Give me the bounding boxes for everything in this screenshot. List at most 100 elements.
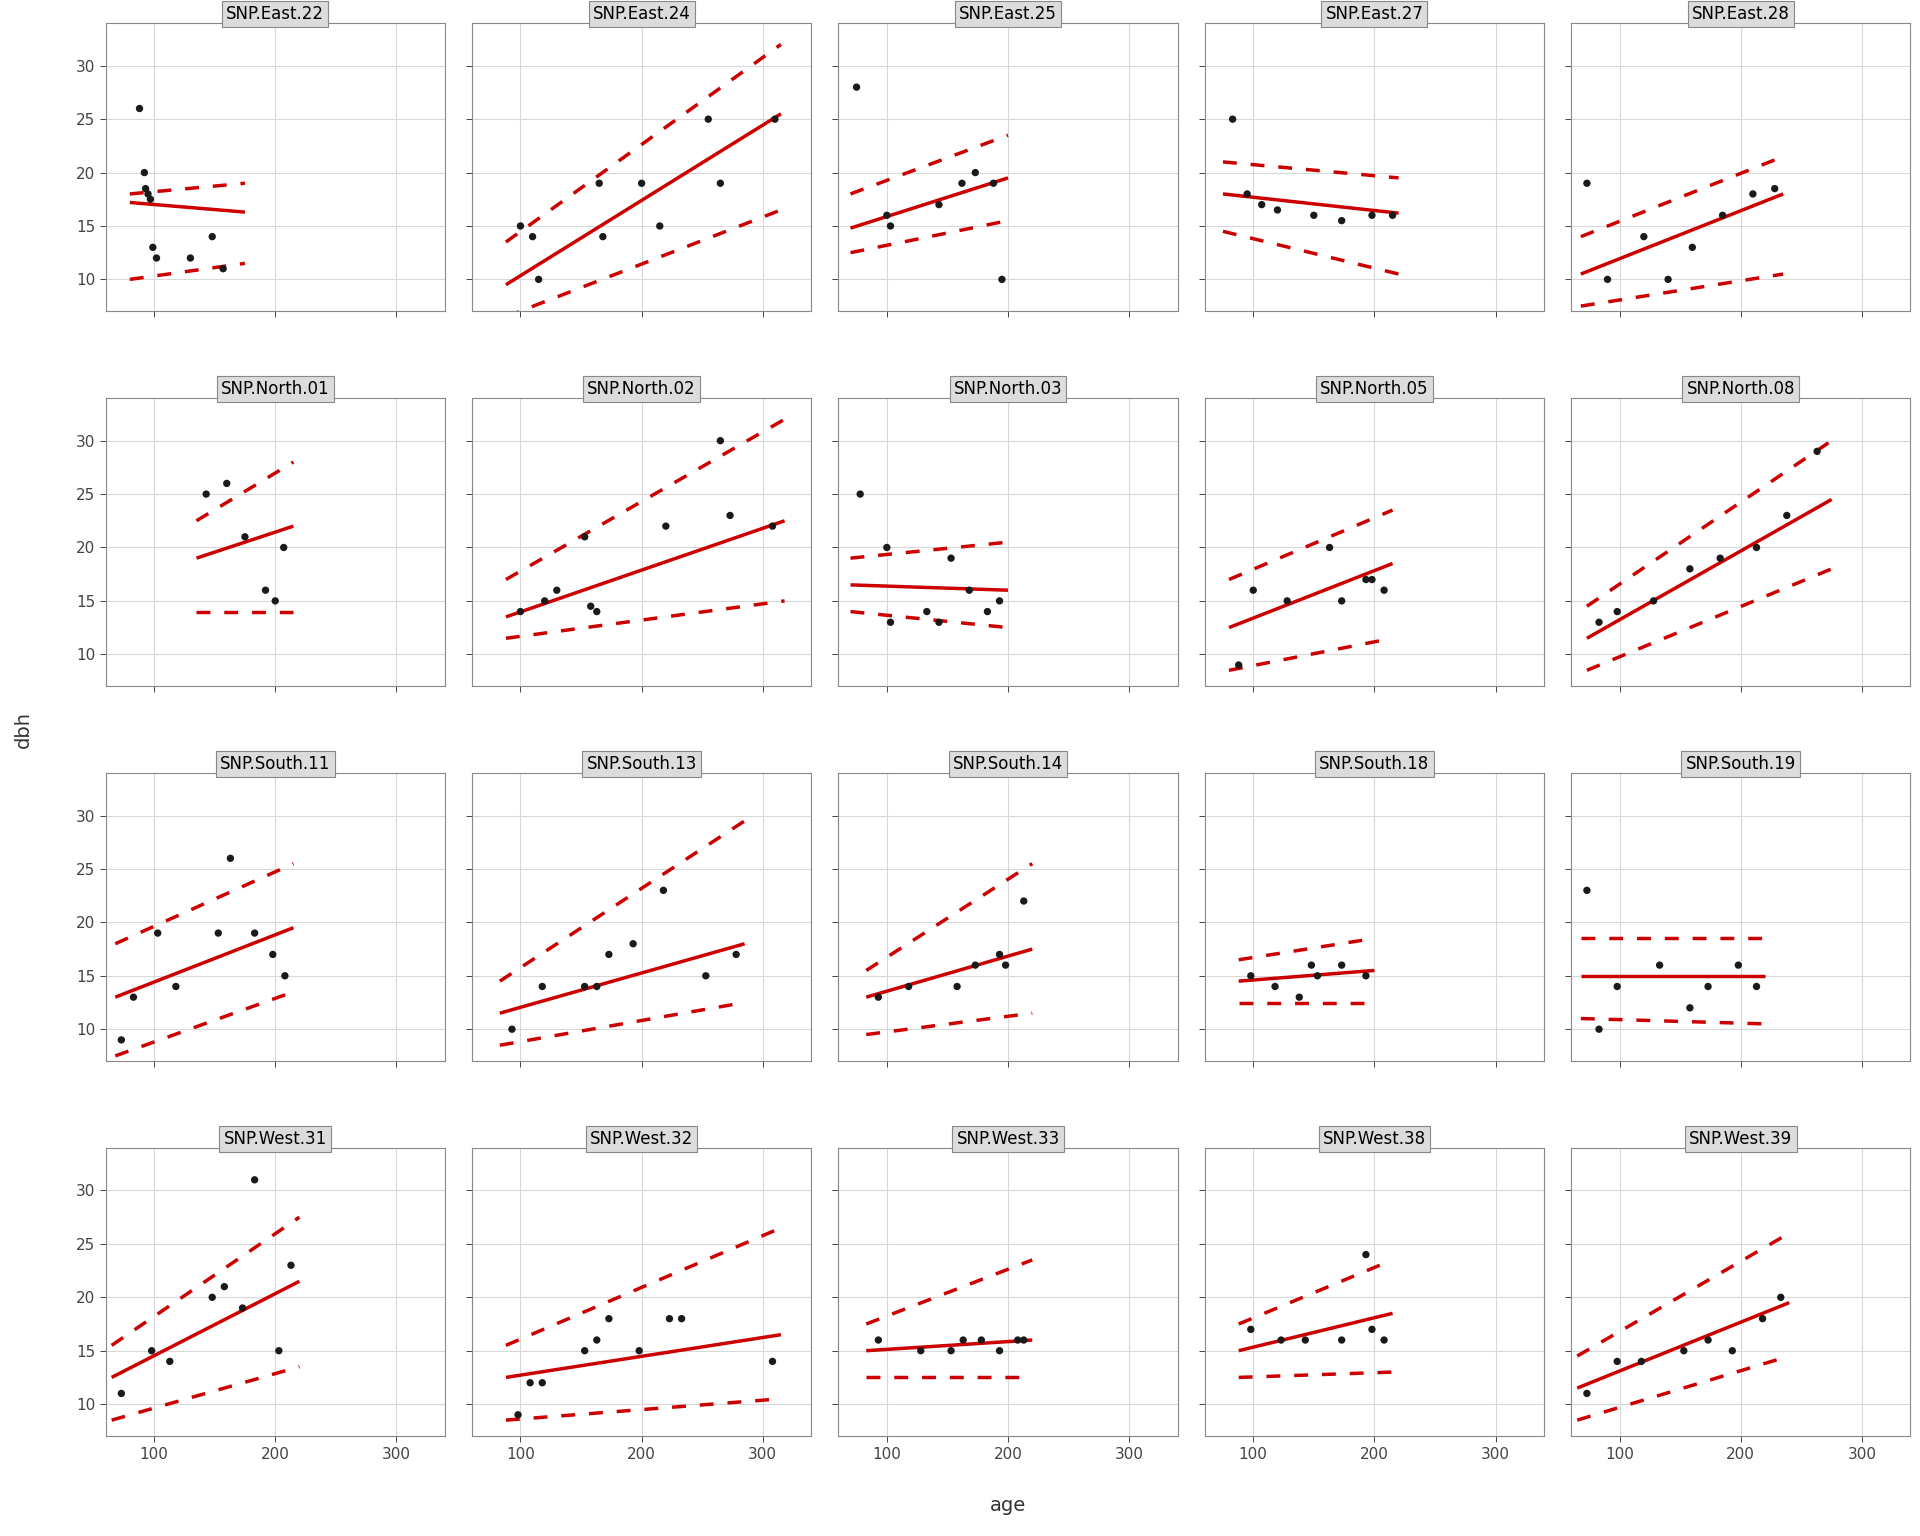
Point (1008, 1327, 1039, 1352)
Point (541, 578, 572, 602)
Point (1722, 952, 1753, 977)
Point (1350, 567, 1380, 591)
Point (862, 1327, 893, 1352)
Point (912, 599, 943, 624)
Point (1290, 1327, 1321, 1352)
Point (1260, 974, 1290, 998)
Point (142, 246, 173, 270)
Text: SNP.South.13: SNP.South.13 (586, 754, 697, 773)
Point (526, 1370, 557, 1395)
Point (935, 1338, 966, 1362)
Point (1572, 879, 1603, 903)
Point (1235, 963, 1265, 988)
Point (1327, 952, 1357, 977)
Point (705, 170, 735, 195)
Point (1298, 203, 1329, 227)
Point (1638, 588, 1668, 613)
Point (705, 429, 735, 453)
Point (624, 1338, 655, 1362)
Point (136, 1338, 167, 1362)
Point (204, 920, 234, 945)
Text: SNP.West.33: SNP.West.33 (956, 1130, 1060, 1147)
Point (1261, 198, 1292, 223)
Point (240, 920, 271, 945)
Point (129, 160, 159, 184)
Text: SNP.East.22: SNP.East.22 (227, 5, 324, 23)
Point (1296, 952, 1327, 977)
Point (924, 610, 954, 634)
Point (1644, 952, 1674, 977)
Point (1601, 1349, 1632, 1373)
Point (1572, 170, 1603, 195)
Point (1628, 224, 1659, 249)
Point (1357, 203, 1388, 227)
Text: SNP.West.38: SNP.West.38 (1323, 1130, 1427, 1147)
Point (526, 974, 557, 998)
Point (142, 920, 173, 945)
Point (106, 1028, 136, 1052)
Point (1693, 974, 1724, 998)
Point (1741, 974, 1772, 998)
Point (584, 170, 614, 195)
Point (593, 942, 624, 966)
Point (198, 224, 228, 249)
Point (515, 1370, 545, 1395)
Point (1350, 963, 1380, 988)
Point (1572, 1381, 1603, 1405)
Point (593, 1307, 624, 1332)
Point (756, 515, 787, 539)
Text: SNP.East.25: SNP.East.25 (960, 5, 1056, 23)
Point (524, 267, 555, 292)
Point (570, 524, 601, 548)
Point (655, 1307, 685, 1332)
Point (1707, 203, 1738, 227)
Point (1357, 567, 1388, 591)
Text: SNP.North.01: SNP.North.01 (221, 379, 330, 398)
Point (954, 578, 985, 602)
Point (845, 482, 876, 507)
Point (760, 108, 791, 132)
Point (588, 224, 618, 249)
Point (263, 1338, 294, 1362)
Point (1592, 267, 1622, 292)
Point (876, 610, 906, 634)
Point (1271, 588, 1302, 613)
Point (1327, 1327, 1357, 1352)
Point (1601, 599, 1632, 624)
Point (1284, 985, 1315, 1009)
Point (198, 1286, 228, 1310)
Point (209, 1275, 240, 1299)
Text: SNP.North.08: SNP.North.08 (1686, 379, 1795, 398)
Point (1246, 192, 1277, 217)
Point (1716, 1338, 1747, 1362)
Point (691, 963, 722, 988)
Point (497, 1017, 528, 1041)
Point (1747, 1307, 1778, 1332)
Point (626, 170, 657, 195)
Point (259, 588, 290, 613)
Point (215, 846, 246, 871)
Point (582, 974, 612, 998)
Point (190, 482, 221, 507)
Point (1741, 535, 1772, 559)
Point (207, 257, 238, 281)
Point (1369, 578, 1400, 602)
Point (131, 177, 161, 201)
Text: SNP.West.39: SNP.West.39 (1690, 1130, 1793, 1147)
Text: SNP.South.19: SNP.South.19 (1686, 754, 1795, 773)
Point (987, 267, 1018, 292)
Point (269, 963, 300, 988)
Point (161, 974, 192, 998)
Point (649, 879, 680, 903)
Point (1369, 1327, 1400, 1352)
Point (1764, 1286, 1795, 1310)
Point (530, 588, 561, 613)
Point (1584, 610, 1615, 634)
Point (570, 974, 601, 998)
Text: SNP.East.27: SNP.East.27 (1325, 5, 1423, 23)
Text: SNP.North.02: SNP.North.02 (588, 379, 695, 398)
Point (134, 187, 165, 212)
Point (1235, 1316, 1265, 1341)
Text: SNP.North.03: SNP.North.03 (954, 379, 1062, 398)
Text: SNP.West.31: SNP.West.31 (223, 1130, 326, 1147)
